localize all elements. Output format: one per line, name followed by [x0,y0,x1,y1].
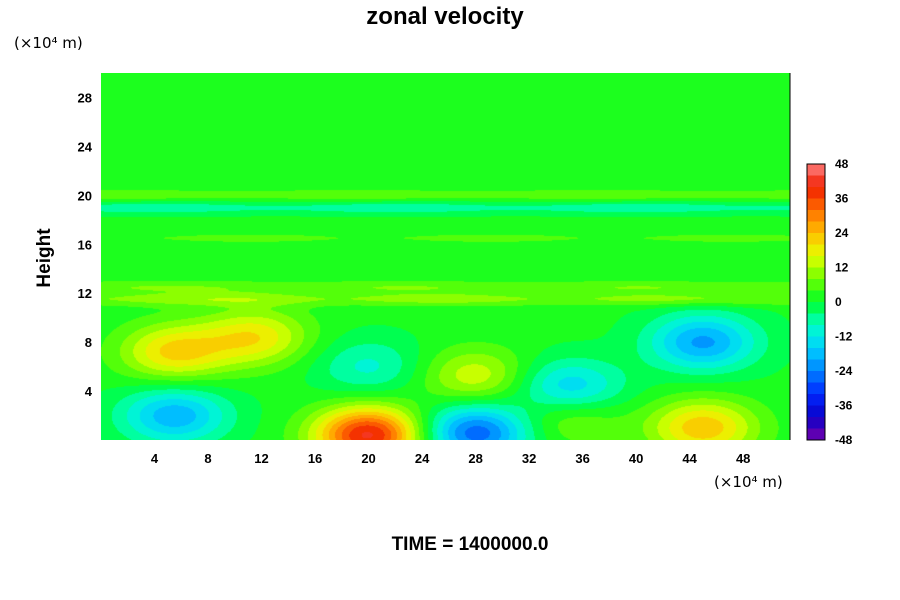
colorbar-segment [807,187,825,199]
colorbar-outline [806,163,826,441]
colorbar-segment [807,256,825,268]
x-tick-label: 28 [468,451,482,466]
colorbar-tick-label: 24 [835,226,849,240]
y-tick-label: 8 [85,335,92,350]
x-tick-label: 36 [575,451,589,466]
colorbar-segment [807,233,825,245]
colorbar-segment [807,417,825,429]
x-tick-label: 8 [204,451,211,466]
y-tick-label: 4 [85,384,93,399]
colorbar-segment [807,244,825,257]
colorbar-segment [807,336,825,349]
x-axis-ticks: 4 8 12 16 20 24 28 32 36 40 44 48 [151,451,751,466]
time-label: TIME = 1400000.0 [392,534,549,555]
colorbar-segment [807,394,825,406]
colorbar-segment [807,371,825,383]
colorbar-segment [807,290,825,303]
colorbar-segment [807,382,825,395]
colorbar-tick-label: -24 [835,364,853,378]
colorbar-segment [807,348,825,360]
y-tick-label: 24 [78,139,93,154]
x-tick-label: 24 [415,451,430,466]
x-tick-label: 40 [629,451,643,466]
colorbar-segment [807,302,825,314]
colorbar-segment [807,325,825,337]
y-axis-label: Height [34,228,55,288]
y-tick-label: 16 [78,237,92,252]
colorbar-segment [807,267,825,280]
colorbar-tick-label: 36 [835,192,849,206]
x-tick-label: 48 [736,451,750,466]
y-tick-label: 12 [78,286,92,301]
colorbar-tick-label: 48 [835,157,849,171]
x-tick-label: 16 [308,451,322,466]
colorbar [806,163,826,441]
colorbar-tick-label: -12 [835,330,853,344]
heatmap-field [101,73,790,440]
colorbar-segment [807,198,825,211]
colorbar-segment [807,359,825,372]
colorbar-segment [807,164,825,176]
colorbar-tick-label: -48 [835,433,853,447]
colorbar-segment [807,221,825,234]
colorbar-tick-label: 12 [835,261,849,275]
colorbar-segment [807,279,825,291]
colorbar-tick-label: -36 [835,399,853,413]
colorbar-segment [807,405,825,418]
colorbar-segment [807,313,825,326]
colorbar-segment [807,210,825,222]
x-tick-label: 4 [151,451,159,466]
y-tick-label: 20 [78,188,92,203]
y-tick-label: 28 [78,90,92,105]
colorbar-segment [807,428,825,441]
colorbar-tick-label: 0 [835,295,842,309]
colorbar-segment [807,175,825,188]
x-tick-label: 20 [361,451,375,466]
y-axis-unit: (×10⁴ m) [14,34,83,52]
x-tick-label: 12 [254,451,268,466]
chart-title: zonal velocity [366,3,524,30]
x-tick-label: 32 [522,451,536,466]
x-axis-unit: (×10⁴ m) [714,473,783,491]
x-tick-label: 44 [682,451,697,466]
colorbar-ticks: 48 36 24 12 0 -12 -24 -36 -48 [835,157,853,447]
y-axis-ticks: 4 8 12 16 20 24 28 [78,90,93,399]
